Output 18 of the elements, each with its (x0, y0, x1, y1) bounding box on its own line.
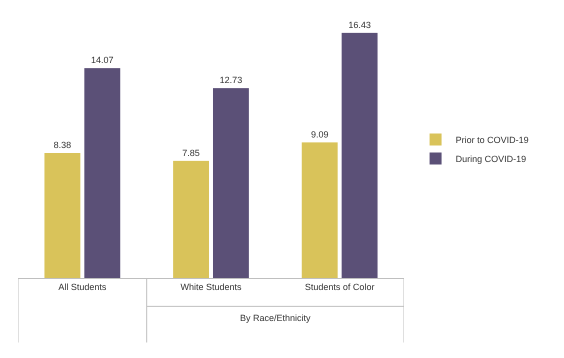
bar (302, 142, 338, 278)
bar (342, 32, 378, 278)
x-tick-label: Students of Color (304, 282, 374, 292)
bar (44, 152, 80, 278)
data-label: 12.73 (220, 75, 242, 86)
text: By Race/Ethnicity (240, 313, 312, 323)
bar (212, 88, 249, 278)
bar (173, 160, 210, 278)
x-tick-label: White Students (180, 282, 242, 292)
legend-label: During COVID-19 (456, 154, 526, 164)
bar (84, 68, 120, 278)
data-label: 14.07 (91, 55, 114, 66)
legend-label: Prior to COVID-19 (456, 135, 529, 146)
data-label: 16.43 (348, 20, 371, 30)
x-tick-label: All Students (58, 282, 107, 292)
data-label: 8.38 (54, 140, 72, 150)
data-label: 9.09 (310, 129, 328, 140)
data-label: 7.85 (182, 148, 200, 158)
